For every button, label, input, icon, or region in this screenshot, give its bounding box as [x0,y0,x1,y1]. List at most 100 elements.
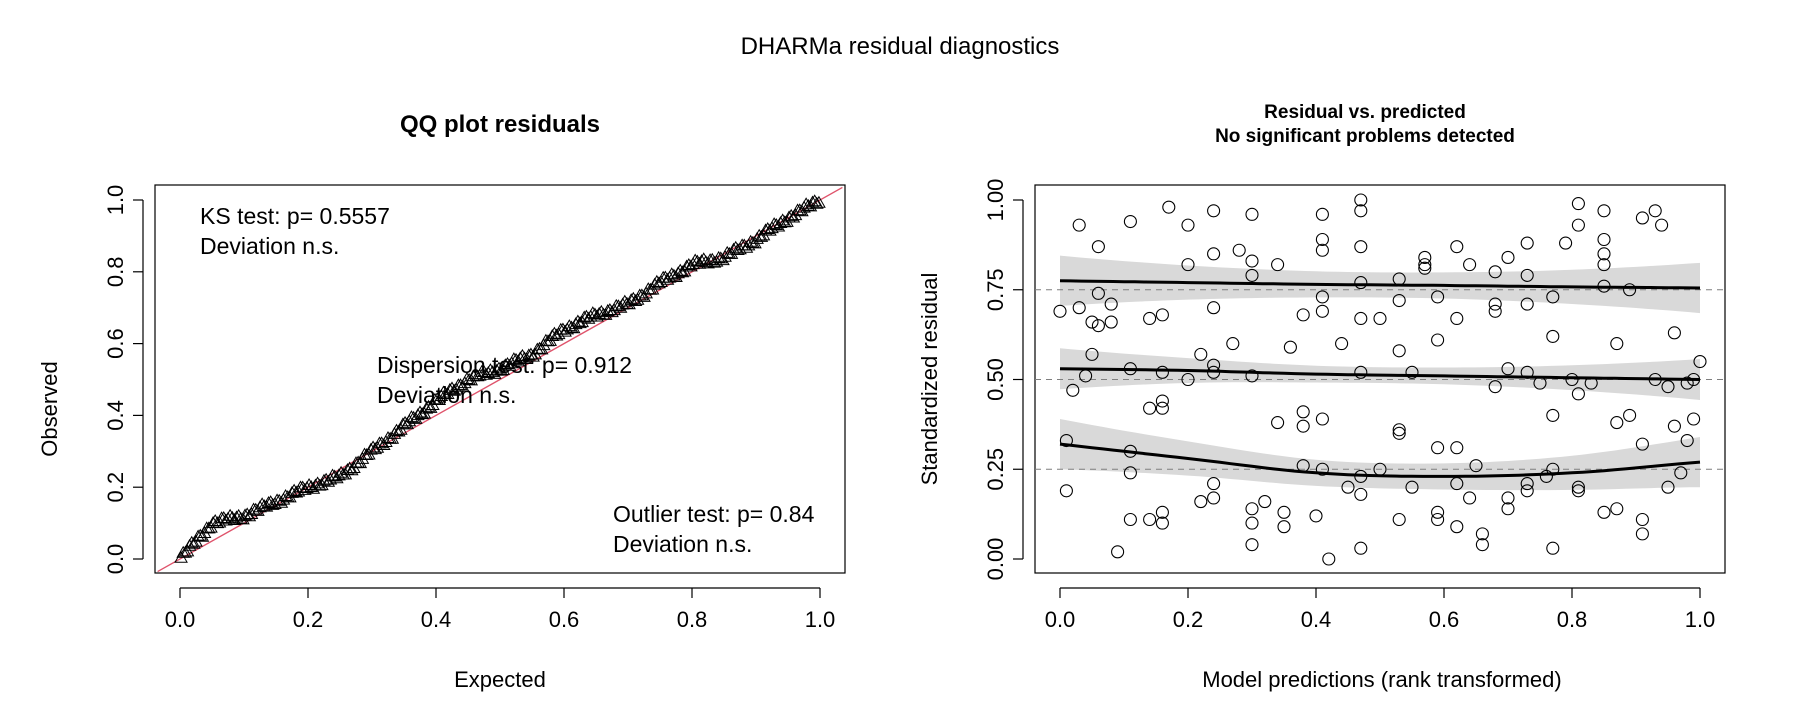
figure-title: DHARMa residual diagnostics [741,33,1060,60]
rp-point [1181,258,1195,272]
rp-point [1431,333,1445,347]
qq-point [208,513,223,526]
rp-point [1309,509,1323,523]
rp-point [1296,405,1310,419]
rp-x-tick-label: 0.8 [1557,607,1588,632]
qq-point [671,266,685,279]
qq-point [389,423,404,436]
rp-point [1155,308,1169,322]
qq-point [351,455,365,468]
qq-point [769,218,784,231]
qq-plot-title: QQ plot residuals [400,111,600,138]
qq-x-tick-label: 0.0 [165,607,196,632]
qq-y-tick-label: 1.0 [103,185,128,216]
rp-point [1635,527,1649,541]
qq-point [178,545,193,558]
rp-point [1674,466,1688,480]
qq-point [526,349,540,362]
rp-point [1245,268,1259,282]
qq-point [216,511,231,524]
rp-point [1661,380,1675,394]
rp-point [1123,512,1137,527]
rp-point [1661,480,1675,494]
rp-point [1392,344,1406,358]
qq-y-tick-label: 0.0 [103,544,128,575]
qq-point [468,367,483,380]
qq-point [391,424,406,437]
qq-point [470,369,485,382]
rp-point [1335,337,1349,351]
qq-plot-axes: 0.0 0.2 0.4 0.6 0.8 1.0 0.0 0.2 0.4 0.6 0.8 1.0 [103,185,835,632]
rp-point [1296,308,1310,322]
rp-point [1059,484,1073,498]
dispersion-test-line2: Deviation n.s. [377,382,516,408]
rp-point [1623,408,1637,422]
rp-point [1667,419,1681,433]
qq-point [805,195,820,208]
rp-point [1373,311,1387,326]
rp-point [1143,311,1157,326]
rp-point [1207,204,1221,218]
rp-point [1245,502,1259,516]
rp-point [1431,290,1445,304]
rp-point [1143,401,1157,415]
rp-point [1232,243,1246,257]
rp-point [1226,337,1240,351]
rp-point [1501,250,1515,264]
rp-point [1431,441,1445,455]
rp-point [1207,491,1221,505]
rp-point [1623,283,1637,297]
rp-point [1091,240,1105,254]
rp-point [1431,505,1445,519]
qq-point [675,265,690,278]
rp-point [1322,552,1336,566]
rp-point [1354,541,1368,555]
qq-point [745,235,760,248]
outlier-test-line2: Deviation n.s. [613,531,752,557]
rp-point [1181,218,1195,232]
qq-point [807,194,822,207]
rp-point [1066,383,1080,397]
qq-point [786,210,801,223]
ks-test-annotation: KS test: p= 0.5557 Deviation n.s. [200,203,390,259]
rp-point [1091,286,1105,300]
qq-y-tick-label: 0.6 [103,328,128,359]
rp-point [1610,416,1624,430]
rp-point [1463,258,1477,272]
rp-point [1571,387,1585,401]
rp-point [1450,520,1464,534]
rp-quantile-fit-line [1059,442,1701,478]
rp-point [1354,365,1368,379]
rp-point [1354,311,1368,326]
residual-plot-xlabel: Model predictions (rank transformed) [1202,667,1561,692]
rp-point [1520,297,1534,311]
rp-point [1392,426,1406,440]
rp-point [1123,214,1137,229]
qq-plot-xlabel: Expected [454,667,546,692]
rp-points [1053,193,1707,566]
rp-point [1501,502,1515,516]
rp-point [1520,484,1534,498]
rp-point [1571,197,1585,211]
rp-point [1488,304,1502,318]
rp-point [1207,301,1221,315]
rp-point [1245,516,1259,530]
qq-point [485,365,500,378]
rp-point [1431,512,1445,527]
qq-point [304,479,319,492]
rp-point [1296,419,1310,433]
rp-point [1258,495,1272,509]
rp-point [1354,487,1368,501]
rp-point [1315,462,1329,476]
rp-point [1648,204,1662,218]
rp-point [1488,265,1502,279]
rp-point [1207,477,1221,491]
rp-point [1405,365,1419,379]
rp-quantile-fit-line [1059,279,1701,290]
rp-point [1059,433,1073,448]
qq-x-tick-label: 0.2 [293,607,324,632]
rp-point [1488,380,1502,394]
rp-point [1418,258,1432,272]
rp-point [1104,315,1118,329]
rp-x-tick-label: 0.0 [1045,607,1076,632]
